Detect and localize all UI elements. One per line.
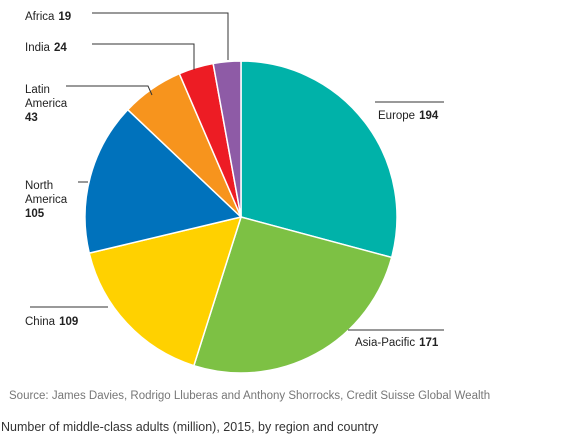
pie-slices	[84, 60, 398, 374]
leader-latin-america	[66, 85, 153, 96]
pie-slice-asia-pacific	[192, 216, 393, 374]
label-india: India 24	[25, 42, 67, 54]
pie-chart: Africa 19 India 24 Latin America 43 North …	[25, 11, 444, 374]
pie-slice-europe	[240, 60, 398, 259]
label-africa: Africa 19	[25, 11, 71, 23]
label-europe: Europe 194	[378, 110, 439, 122]
label-asia-pacific: Asia-Pacific 171	[355, 337, 439, 349]
label-latin-america-value: 43	[25, 112, 38, 124]
label-latin-america-line1: Latin	[25, 84, 50, 96]
leader-africa	[92, 12, 229, 60]
leader-india	[92, 43, 195, 70]
label-north-america-line1: North	[25, 180, 53, 192]
label-latin-america-line2: America	[25, 98, 68, 110]
chart-caption: Number of middle-class adults (million),…	[1, 420, 379, 434]
pie-slice-china	[88, 215, 243, 367]
pie-slice-north-america	[84, 108, 243, 255]
label-north-america-line2: America	[25, 194, 68, 206]
leader-lines	[30, 12, 444, 331]
label-north-america-value: 105	[25, 208, 45, 220]
pie-slice-africa	[212, 60, 242, 218]
source-note: Source: James Davies, Rodrigo Lluberas a…	[9, 390, 491, 402]
label-china: China 109	[25, 316, 78, 328]
